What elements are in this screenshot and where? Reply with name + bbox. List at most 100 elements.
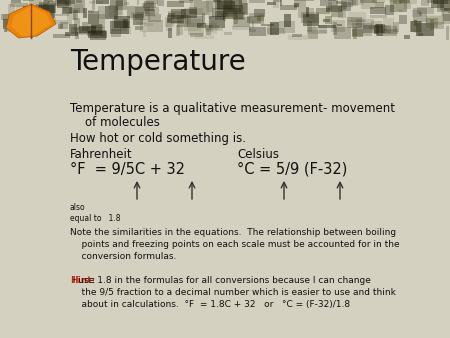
Bar — [176, 25, 180, 37]
Bar — [400, 15, 407, 24]
Bar — [188, 23, 204, 35]
Text: How hot or cold something is.: How hot or cold something is. — [70, 132, 246, 145]
Bar — [267, 2, 276, 5]
Bar — [306, 6, 309, 18]
Bar — [336, 1, 343, 4]
Bar — [47, 0, 65, 4]
Bar — [195, 35, 214, 39]
Bar — [414, 20, 418, 26]
Bar — [65, 1, 69, 5]
Bar — [167, 15, 184, 23]
Bar — [168, 10, 182, 23]
Bar — [136, 22, 146, 24]
Bar — [249, 27, 266, 36]
Bar — [382, 18, 394, 26]
Bar — [221, 13, 240, 16]
Bar — [433, 0, 448, 4]
Bar — [123, 19, 128, 28]
Bar — [341, 0, 353, 7]
Bar — [292, 34, 302, 37]
Bar — [205, 23, 213, 32]
Bar — [190, 1, 209, 15]
Bar — [188, 16, 203, 27]
Bar — [384, 25, 387, 31]
Bar — [71, 27, 90, 34]
Bar — [83, 8, 87, 18]
Bar — [443, 0, 450, 1]
Bar — [446, 26, 449, 40]
Bar — [16, 5, 36, 19]
Text: also
equal to   1.8: also equal to 1.8 — [70, 203, 121, 223]
Bar — [214, 0, 217, 3]
Bar — [189, 7, 197, 14]
Bar — [194, 1, 213, 15]
Bar — [81, 22, 88, 30]
Bar — [5, 28, 17, 32]
Bar — [31, 31, 33, 38]
Bar — [331, 20, 346, 32]
Bar — [8, 16, 22, 22]
Bar — [404, 3, 411, 9]
Bar — [171, 21, 184, 24]
Bar — [410, 22, 422, 32]
Bar — [87, 27, 105, 36]
Bar — [206, 25, 211, 35]
Bar — [60, 22, 68, 29]
Bar — [326, 6, 342, 12]
Bar — [440, 0, 450, 10]
Bar — [399, 0, 410, 3]
Bar — [448, 0, 450, 13]
Bar — [20, 11, 40, 21]
Bar — [351, 0, 358, 6]
Bar — [95, 0, 109, 4]
Bar — [177, 25, 183, 35]
Bar — [166, 20, 171, 31]
Bar — [294, 0, 306, 8]
Bar — [4, 15, 20, 27]
Bar — [417, 7, 434, 14]
Bar — [141, 3, 153, 6]
Text: Celsius: Celsius — [237, 148, 279, 161]
Bar — [63, 8, 80, 13]
Bar — [294, 0, 314, 1]
Bar — [352, 29, 363, 37]
Bar — [22, 29, 26, 34]
Bar — [208, 16, 214, 19]
Bar — [437, 4, 448, 12]
Bar — [363, 25, 382, 33]
Bar — [168, 14, 175, 17]
Bar — [381, 25, 391, 33]
Bar — [351, 23, 372, 35]
Bar — [280, 5, 297, 10]
Bar — [393, 0, 401, 4]
Bar — [144, 1, 154, 11]
Bar — [16, 19, 27, 23]
Bar — [234, 11, 238, 24]
Bar — [43, 0, 46, 11]
Bar — [302, 14, 319, 26]
Bar — [298, 8, 314, 18]
Bar — [22, 22, 34, 25]
Bar — [412, 10, 422, 17]
Bar — [99, 6, 117, 19]
Bar — [411, 21, 421, 31]
Bar — [157, 0, 164, 6]
Bar — [213, 0, 221, 2]
Bar — [88, 14, 105, 28]
Bar — [217, 8, 237, 18]
Bar — [207, 9, 212, 11]
Bar — [202, 13, 205, 24]
Bar — [91, 25, 103, 32]
Bar — [372, 0, 385, 3]
Bar — [288, 34, 308, 40]
Bar — [360, 0, 377, 3]
Bar — [53, 34, 70, 38]
Bar — [88, 11, 99, 24]
Bar — [89, 1, 103, 4]
Bar — [10, 3, 28, 7]
Bar — [112, 19, 127, 30]
Bar — [49, 3, 56, 13]
Bar — [242, 3, 248, 15]
Bar — [133, 14, 143, 25]
Bar — [400, 0, 417, 4]
